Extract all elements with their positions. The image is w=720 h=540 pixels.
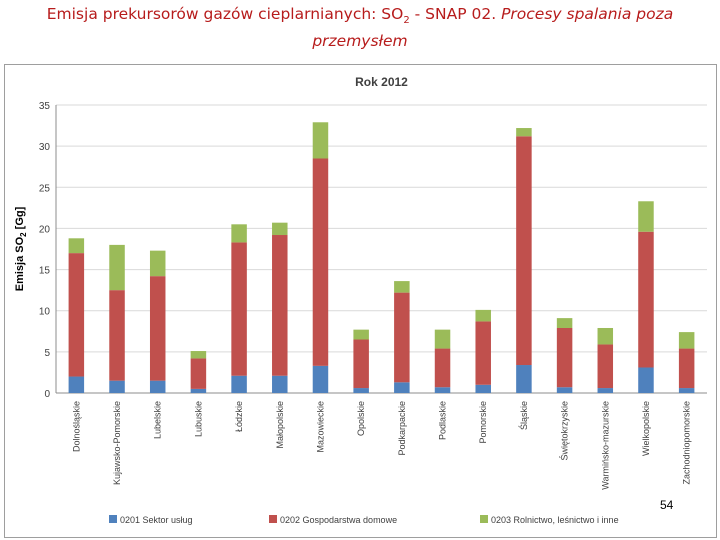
legend-swatch xyxy=(269,515,277,523)
bar-segment-3 xyxy=(434,329,451,349)
x-tick-label: Mazowieckie xyxy=(315,401,325,453)
bar-segment-3 xyxy=(678,332,695,349)
y-tick-label: 35 xyxy=(39,101,51,112)
legend-swatch xyxy=(109,515,117,523)
bar-segment-3 xyxy=(231,224,247,243)
bar-segment-3 xyxy=(394,281,410,293)
x-tick-label: Wielkopolskie xyxy=(641,401,651,456)
x-tick-label: Warmińsko-mazurskie xyxy=(600,401,610,490)
y-tick-label: 5 xyxy=(44,348,50,359)
bar-segment-2 xyxy=(516,136,532,366)
bar-segment-2 xyxy=(149,276,166,381)
bar-segment-3 xyxy=(109,244,125,291)
y-axis-label: Emisja SO2 [Gg] xyxy=(14,206,28,291)
bar-segment-3 xyxy=(597,327,614,345)
bar-segment-1 xyxy=(231,375,247,393)
x-tick-label: Świętokrzyskie xyxy=(559,401,570,461)
x-tick-label: Małopolskie xyxy=(275,401,285,449)
bar-segment-1 xyxy=(678,388,695,393)
y-tick-label: 25 xyxy=(39,183,51,194)
bar-segment-3 xyxy=(516,128,532,137)
x-tick-label: Podkarpackie xyxy=(397,401,407,456)
bar-segment-2 xyxy=(272,235,288,376)
y-tick-label: 0 xyxy=(44,389,50,400)
bar-segment-1 xyxy=(556,387,573,393)
bar-segment-2 xyxy=(556,327,573,388)
bar-segment-1 xyxy=(149,380,166,393)
x-tick-label: Opolskie xyxy=(356,401,366,436)
stacked-bar-chart: Rok 2012 0 5 10 15 20 25 30 35 Emisja SO2 [Gg] Dol… xyxy=(14,75,707,525)
x-tick-label: Śląskie xyxy=(518,401,529,430)
title-text-part1: Emisja prekursorów gazów cieplarnianych:… xyxy=(46,5,404,23)
bar-segment-3 xyxy=(475,309,491,322)
bar-segment-3 xyxy=(68,238,85,254)
x-tick-label: Lubelskie xyxy=(153,401,163,439)
x-tick-label: Podlaskie xyxy=(438,401,448,440)
bar-segment-1 xyxy=(109,380,125,393)
slide-title-line1: Emisja prekursorów gazów cieplarnianych:… xyxy=(0,4,720,31)
bar-segment-3 xyxy=(556,318,573,328)
x-tick-label: Łódzkie xyxy=(234,401,244,432)
bar-segment-2 xyxy=(231,242,247,376)
bar-segment-2 xyxy=(109,290,125,381)
title-subscript: 2 xyxy=(403,15,410,27)
x-tick-label: Dolnośląskie xyxy=(71,401,81,452)
legend-label: 0202 Gospodarstwa domowe xyxy=(280,515,397,525)
bar-segment-1 xyxy=(190,388,207,393)
x-tick-label: Zachodniopomorskie xyxy=(682,401,692,485)
bar-segment-2 xyxy=(68,253,85,377)
bar-segment-2 xyxy=(190,358,207,389)
x-tick-label: Pomorskie xyxy=(478,401,488,444)
bar-segment-1 xyxy=(475,384,491,393)
bar-segment-2 xyxy=(312,158,329,366)
y-tick-label: 30 xyxy=(39,142,51,153)
legend-label: 0201 Sektor usług xyxy=(120,515,193,525)
title-text-part2: - SNAP 02. xyxy=(409,5,502,23)
bar-segment-2 xyxy=(353,339,369,389)
bar-segment-2 xyxy=(678,348,695,389)
bar-segment-2 xyxy=(638,231,654,368)
chart-frame: Rok 2012 0 5 10 15 20 25 30 35 Emisja SO2 [Gg] Dol… xyxy=(4,64,717,538)
y-tick-label: 20 xyxy=(39,224,51,235)
bar-segment-3 xyxy=(272,222,288,236)
y-tick-label: 15 xyxy=(39,266,51,277)
bar-segment-2 xyxy=(597,344,614,389)
bar-segment-1 xyxy=(638,367,654,393)
bar-segment-3 xyxy=(190,351,207,359)
bar-segment-1 xyxy=(353,388,369,393)
x-tick-label: Kujawsko-Pomorskie xyxy=(112,401,122,485)
bar-segment-1 xyxy=(68,376,85,393)
bar-segment-1 xyxy=(516,365,532,393)
legend-label: 0203 Rolnictwo, leśnictwo i inne xyxy=(491,515,619,525)
bar-segment-2 xyxy=(394,292,410,383)
page-number: 54 xyxy=(660,498,674,512)
bar-segment-2 xyxy=(475,321,491,385)
bar-segment-1 xyxy=(597,388,614,393)
bar-segment-3 xyxy=(149,250,166,277)
title-italic-part2: przemysłem xyxy=(312,32,408,51)
bar-segment-2 xyxy=(434,348,451,388)
slide-title: Emisja prekursorów gazów cieplarnianych:… xyxy=(0,4,720,52)
legend-swatch xyxy=(480,515,488,523)
chart-title: Rok 2012 xyxy=(355,75,408,89)
bar-segment-1 xyxy=(394,382,410,393)
bar-segment-1 xyxy=(312,365,329,393)
bar-segment-3 xyxy=(638,201,654,232)
title-italic-part1: Procesy spalania poza xyxy=(501,5,674,23)
bar-segment-3 xyxy=(353,329,369,340)
y-tick-label: 10 xyxy=(39,307,51,318)
bar-segment-1 xyxy=(272,375,288,393)
x-tick-label: Lubuskie xyxy=(193,401,203,437)
bar-segment-1 xyxy=(434,387,451,393)
bar-segment-3 xyxy=(312,122,329,159)
